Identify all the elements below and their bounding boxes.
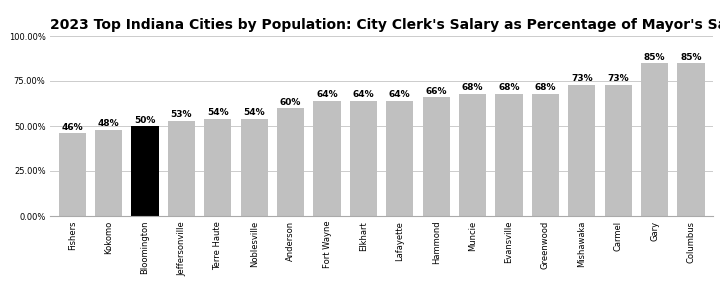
Bar [568,85,595,216]
Text: 73%: 73% [571,74,593,83]
Bar [532,94,559,216]
Bar [678,63,705,216]
Bar [204,119,231,216]
Bar [277,108,305,216]
Text: 85%: 85% [644,52,665,62]
Text: 2023 Top Indiana Cities by Population: City Clerk's Salary as Percentage of Mayo: 2023 Top Indiana Cities by Population: C… [50,18,720,32]
Bar [350,101,377,216]
Bar [459,94,486,216]
Bar [131,126,158,216]
Bar [423,97,450,216]
Bar [313,101,341,216]
Text: 68%: 68% [498,83,520,92]
Bar [495,94,523,216]
Bar [605,85,632,216]
Text: 68%: 68% [462,83,483,92]
Bar [240,119,268,216]
Bar [58,133,86,216]
Bar [168,121,195,216]
Text: 53%: 53% [171,110,192,119]
Text: 68%: 68% [535,83,556,92]
Text: 64%: 64% [316,90,338,99]
Text: 60%: 60% [280,98,301,106]
Text: 73%: 73% [608,74,629,83]
Text: 54%: 54% [243,108,265,117]
Bar [386,101,413,216]
Bar [95,130,122,216]
Text: 64%: 64% [353,90,374,99]
Text: 85%: 85% [680,52,702,62]
Text: 54%: 54% [207,108,229,117]
Text: 46%: 46% [61,123,83,132]
Text: 66%: 66% [426,87,447,96]
Text: 64%: 64% [389,90,410,99]
Text: 50%: 50% [135,116,156,124]
Bar [641,63,668,216]
Text: 48%: 48% [98,119,120,128]
